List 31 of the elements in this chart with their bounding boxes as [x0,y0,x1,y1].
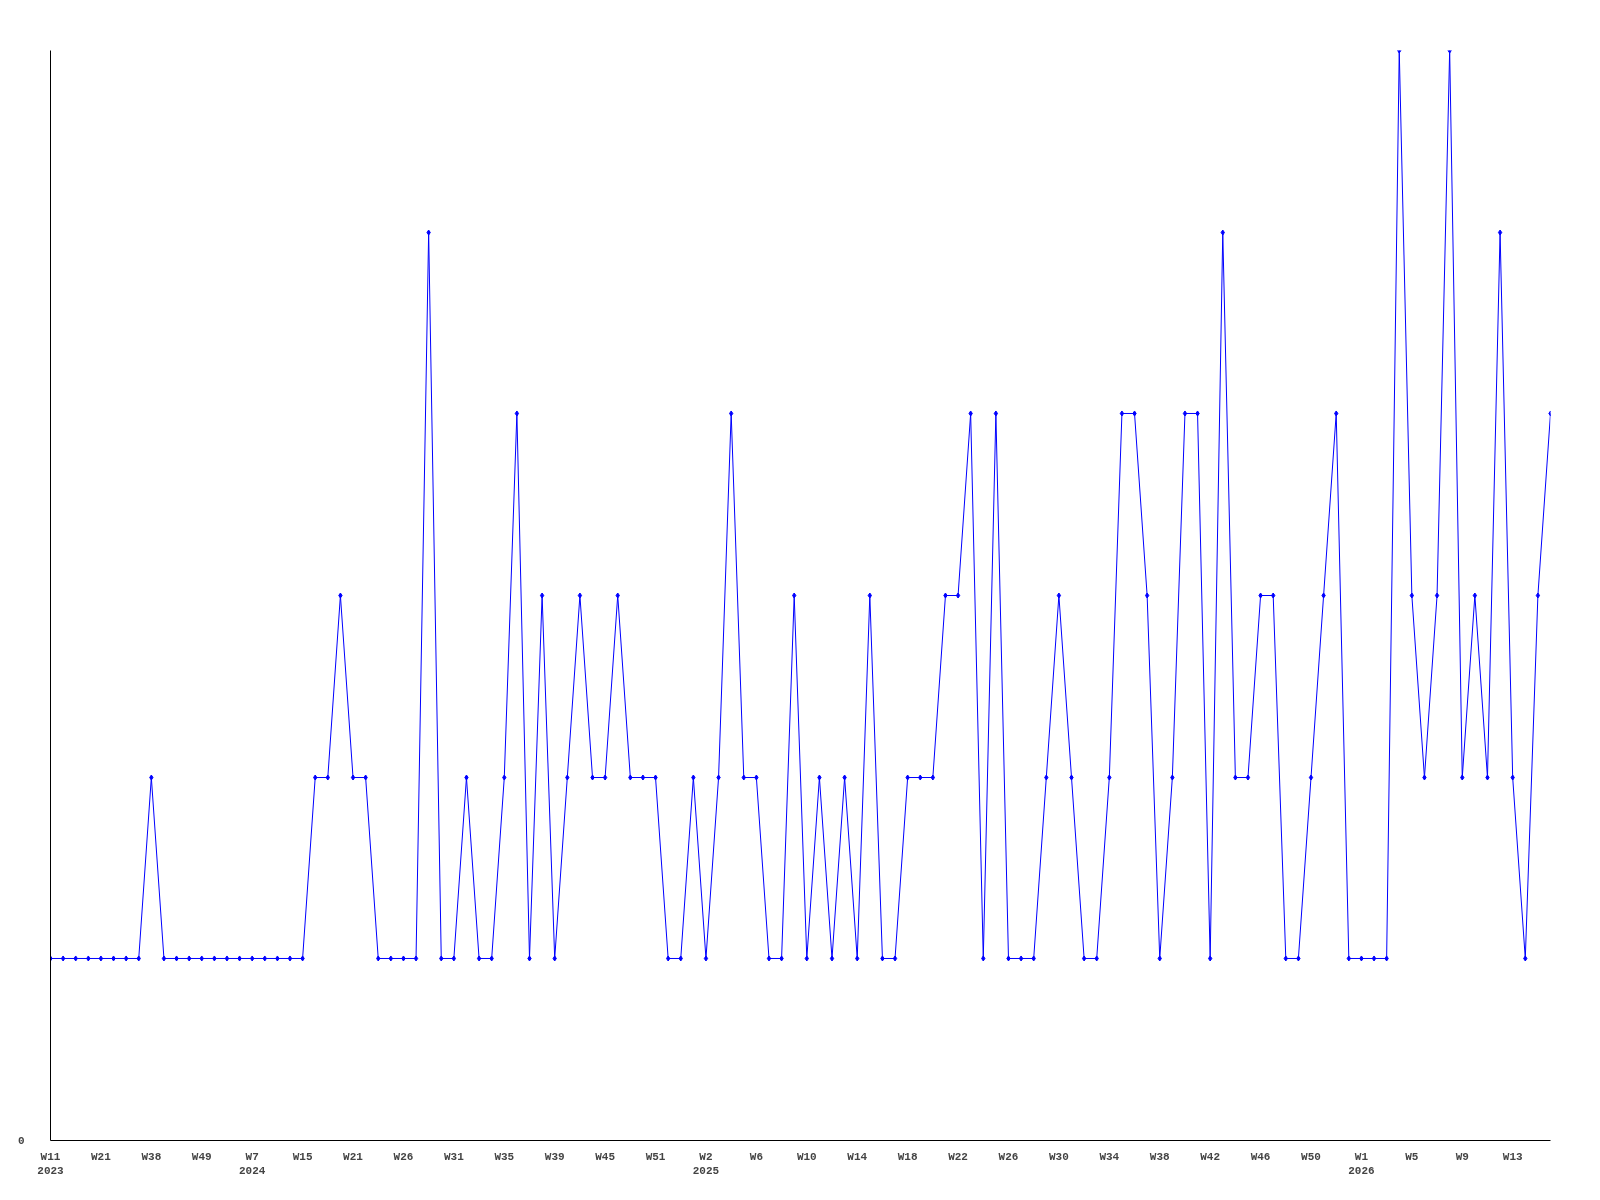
x-tick-label: W39 [544,1150,565,1163]
x-tick-label: W2 2025 [692,1150,720,1177]
text: 0 [17,1135,25,1147]
x-tick-label: W5 [1405,1150,1419,1163]
x-tick-label: W21 [91,1150,112,1163]
x-tick-label: W26 [998,1150,1019,1163]
x-tick-label: W7 2024 [238,1150,266,1177]
x-tick-label: W34 [1099,1150,1120,1163]
x-tick-label: W9 [1455,1150,1469,1163]
x-tick-label: W45 [595,1150,616,1163]
x-tick-label: W1 2026 [1348,1150,1375,1177]
x-tick-label: W26 [393,1150,414,1163]
x-tick-label: W6 [749,1150,763,1163]
x-tick-label: W22 [948,1150,968,1163]
x-tick-label: W38 [141,1150,162,1163]
x-tick-label: W11 2023 [37,1150,65,1177]
x-tick-label: W14 [847,1150,868,1163]
x-tick-label: W21 [343,1150,364,1163]
x-tick-label: W18 [897,1150,918,1163]
x-tick-label: W49 [191,1150,212,1163]
x-tick-label: W46 [1250,1150,1271,1163]
x-tick-label: W51 [645,1150,666,1163]
x-tick-label: W42 [1200,1150,1221,1163]
x-tick-label: W10 [796,1150,817,1163]
x-tick-label: W35 [494,1150,515,1163]
x-tick-label: W50 [1301,1150,1321,1163]
x-tick-label: W38 [1149,1150,1171,1163]
x-tick-label: W30 [1049,1150,1069,1163]
x-tick-label: W13 [1502,1150,1523,1163]
x-tick-label: W15 [292,1150,313,1163]
x-tick-label: W31 [443,1150,465,1163]
